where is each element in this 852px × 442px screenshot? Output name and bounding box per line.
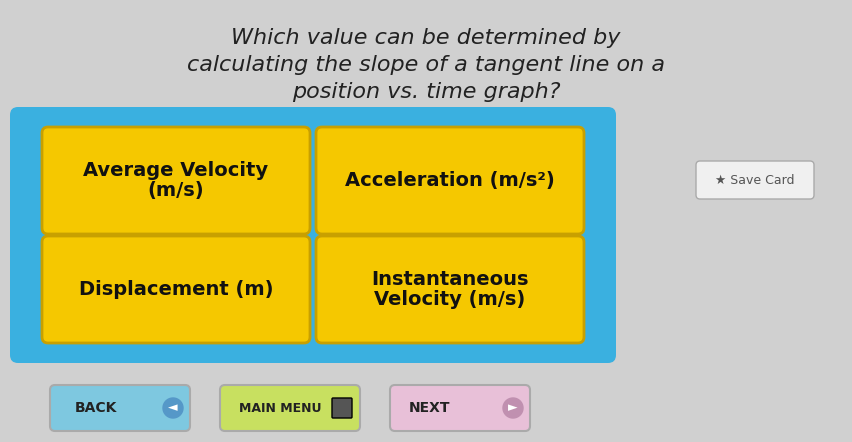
- FancyBboxPatch shape: [695, 161, 813, 199]
- Text: MAIN MENU: MAIN MENU: [239, 401, 321, 415]
- Text: Which value can be determined by: Which value can be determined by: [231, 28, 620, 48]
- Text: ►: ►: [508, 401, 517, 415]
- Text: ◄: ◄: [168, 401, 177, 415]
- FancyBboxPatch shape: [331, 398, 352, 418]
- Circle shape: [163, 398, 183, 418]
- Text: Velocity (m/s): Velocity (m/s): [374, 290, 525, 309]
- Text: Average Velocity: Average Velocity: [83, 161, 268, 180]
- Text: calculating the slope of a tangent line on a: calculating the slope of a tangent line …: [187, 55, 665, 75]
- Text: Instantaneous: Instantaneous: [371, 270, 528, 289]
- Text: Acceleration (m/s²): Acceleration (m/s²): [345, 171, 554, 190]
- FancyBboxPatch shape: [50, 385, 190, 431]
- Text: BACK: BACK: [75, 401, 118, 415]
- FancyBboxPatch shape: [220, 385, 360, 431]
- FancyBboxPatch shape: [389, 385, 529, 431]
- Text: (m/s): (m/s): [147, 181, 204, 200]
- FancyBboxPatch shape: [315, 236, 584, 343]
- Text: NEXT: NEXT: [408, 401, 450, 415]
- FancyBboxPatch shape: [42, 236, 309, 343]
- Circle shape: [503, 398, 522, 418]
- Text: Displacement (m): Displacement (m): [78, 280, 273, 299]
- FancyBboxPatch shape: [315, 127, 584, 234]
- FancyBboxPatch shape: [42, 127, 309, 234]
- FancyBboxPatch shape: [10, 107, 615, 363]
- Text: position vs. time graph?: position vs. time graph?: [291, 82, 560, 102]
- Text: ★ Save Card: ★ Save Card: [715, 174, 794, 187]
